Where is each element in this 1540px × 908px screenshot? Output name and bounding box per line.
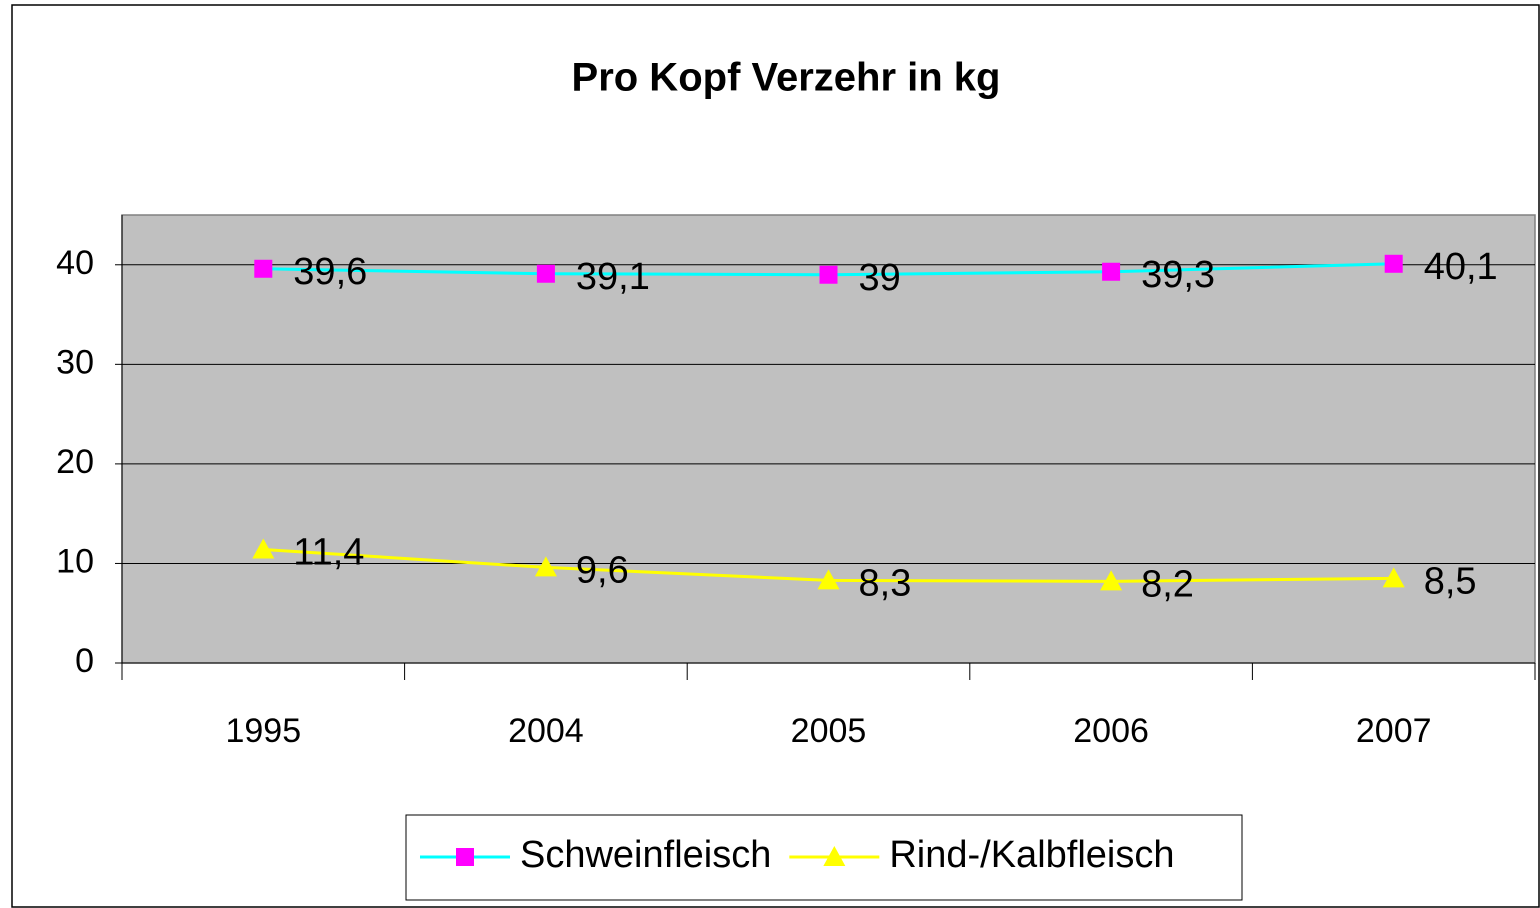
y-tick-label: 40 [56, 244, 94, 282]
legend-marker [823, 846, 846, 866]
data-label: 11,4 [293, 532, 364, 574]
x-tick-label: 1995 [225, 712, 301, 750]
chart-title: Pro Kopf Verzehr in kg [572, 56, 1001, 100]
data-label: 40,1 [1424, 246, 1498, 288]
x-tick-label: 2005 [791, 712, 867, 750]
y-tick-label: 20 [56, 443, 94, 481]
marker [254, 259, 273, 278]
marker [534, 556, 557, 577]
marker [1100, 570, 1123, 591]
data-label: 39,3 [1141, 254, 1215, 296]
legend-label: Schweinfleisch [520, 834, 771, 876]
legend-label: Rind-/Kalbfleisch [889, 834, 1174, 876]
data-label: 8,2 [1141, 563, 1194, 605]
data-label: 8,5 [1424, 560, 1477, 602]
x-tick-label: 2007 [1356, 712, 1432, 750]
data-label: 9,6 [576, 549, 629, 591]
marker [819, 265, 838, 284]
marker [1384, 254, 1403, 273]
marker [252, 538, 275, 559]
marker [1382, 567, 1405, 588]
x-tick-label: 2004 [508, 712, 584, 750]
marker [1102, 262, 1121, 281]
data-label: 39 [859, 257, 901, 299]
y-tick-label: 10 [56, 542, 94, 580]
data-label: 39,1 [576, 256, 650, 298]
legend-marker [456, 848, 474, 866]
y-tick-label: 30 [56, 343, 94, 381]
data-label: 39,6 [293, 251, 367, 293]
marker [536, 264, 555, 283]
data-label: 8,3 [859, 562, 912, 604]
y-tick-label: 0 [75, 642, 94, 680]
x-tick-label: 2006 [1073, 712, 1149, 750]
marker [817, 569, 840, 590]
